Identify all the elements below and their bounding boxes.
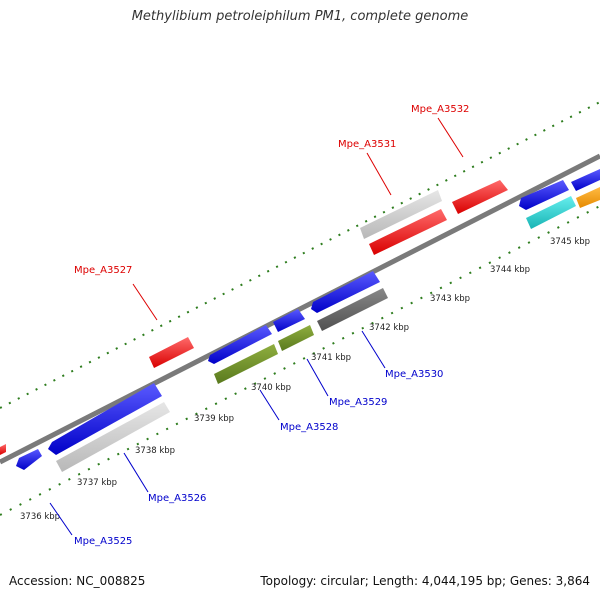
kbp-label: 3743 kbp xyxy=(430,294,470,304)
label-leaders xyxy=(49,117,464,536)
gene-feature xyxy=(571,169,600,191)
kbp-label: 3744 kbp xyxy=(490,265,530,275)
gene-feature xyxy=(519,180,569,210)
gene-feature xyxy=(48,383,162,455)
gene-feature xyxy=(16,449,42,470)
gene-label-mpe-a3530: Mpe_A3530 xyxy=(385,369,443,380)
genome-backbone xyxy=(0,153,600,465)
gene-feature xyxy=(369,209,447,255)
gene-label-mpe-a3532: Mpe_A3532 xyxy=(411,104,469,115)
gene-feature xyxy=(576,187,600,208)
gene-label-mpe-a3529: Mpe_A3529 xyxy=(329,397,387,408)
gene-feature xyxy=(56,402,170,472)
feature-track xyxy=(0,169,600,472)
gene-feature xyxy=(317,288,388,331)
gene-feature xyxy=(273,309,305,332)
outer-tick-ring xyxy=(0,101,600,409)
gene-feature xyxy=(452,180,508,214)
gene-label-mpe-a3531: Mpe_A3531 xyxy=(338,139,396,150)
gene-label-mpe-a3527: Mpe_A3527 xyxy=(74,265,132,276)
gene-feature xyxy=(208,325,272,364)
gene-label-mpe-a3525: Mpe_A3525 xyxy=(74,536,132,547)
accession-text: Accession: NC_008825 xyxy=(9,574,146,588)
genome-summary-text: Topology: circular; Length: 4,044,195 bp… xyxy=(260,574,590,588)
kbp-label: 3742 kbp xyxy=(369,323,409,333)
gene-feature xyxy=(526,196,576,229)
gene-feature xyxy=(214,344,278,384)
kbp-label: 3738 kbp xyxy=(135,446,175,456)
kbp-label: 3745 kbp xyxy=(550,237,590,247)
gene-feature xyxy=(311,271,380,313)
gene-feature xyxy=(278,325,314,351)
map-title: Methylibium petroleiphilum PM1, complete… xyxy=(131,9,469,24)
gene-label-mpe-a3526: Mpe_A3526 xyxy=(148,493,206,504)
kbp-label: 3736 kbp xyxy=(20,512,60,522)
gene-feature xyxy=(360,190,442,239)
gene-feature xyxy=(0,444,6,455)
kbp-labels: 3736 kbp 3737 kbp 3738 kbp 3739 kbp 3740… xyxy=(20,237,590,522)
kbp-label: 3741 kbp xyxy=(311,353,351,363)
kbp-label: 3740 kbp xyxy=(251,383,291,393)
gene-label-mpe-a3528: Mpe_A3528 xyxy=(280,422,338,433)
kbp-label: 3737 kbp xyxy=(77,478,117,488)
kbp-label: 3739 kbp xyxy=(194,414,234,424)
gene-labels: Mpe_A3525 Mpe_A3526 Mpe_A3527 Mpe_A3528 … xyxy=(74,104,469,547)
gene-feature xyxy=(149,337,194,368)
inner-tick-ring xyxy=(0,205,600,516)
